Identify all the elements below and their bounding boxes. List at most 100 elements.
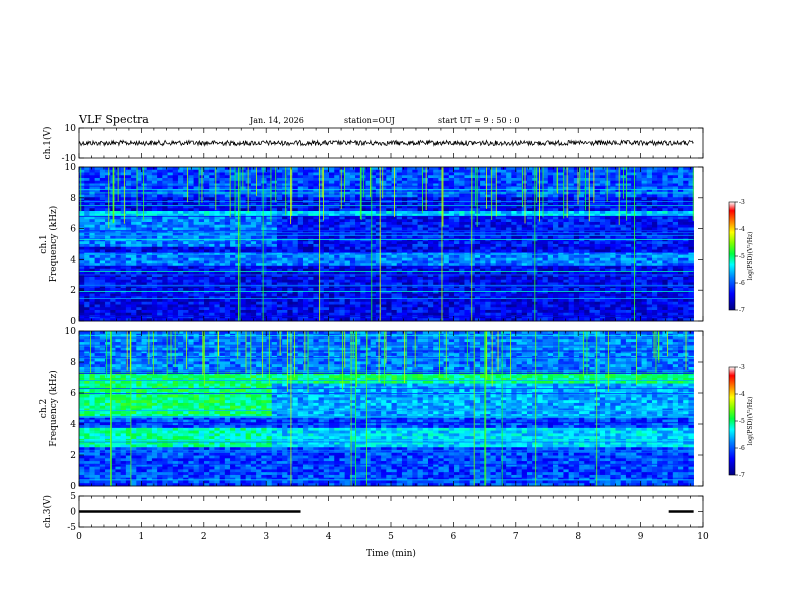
spec1-cell [172, 180, 179, 184]
spec1-cell [99, 172, 106, 176]
spec1-cell [407, 255, 413, 259]
spec1-cell [516, 246, 523, 250]
spec1-cell [365, 266, 371, 270]
spec1-cell [521, 263, 528, 267]
spec1-cell [454, 274, 460, 278]
spec1-cell [183, 216, 189, 220]
spec1-cell [105, 271, 111, 275]
spec1-cell [105, 178, 111, 182]
spec1-cell [469, 172, 476, 176]
spec1-cell [329, 268, 335, 272]
spec1-cell [459, 227, 465, 231]
spec1-cell [235, 244, 241, 248]
spec1-cell [256, 252, 262, 256]
spec1-cell [448, 216, 455, 220]
spec1-cell [151, 235, 158, 239]
spec1-cell [605, 178, 611, 182]
spec1-cell [349, 202, 356, 206]
spec1-cell [105, 260, 111, 264]
spec1-cell [355, 213, 361, 217]
spec1-cell [261, 172, 267, 176]
spec1-cell [365, 230, 371, 234]
spec1-cell [375, 274, 382, 278]
spec1-cell [511, 263, 517, 267]
spec1-cell [526, 263, 533, 267]
spec1-cell [474, 277, 481, 281]
spec1-cell [146, 246, 153, 250]
spec1-cell [250, 172, 257, 176]
spec1-cell [599, 249, 606, 253]
spec1-cell [125, 266, 132, 270]
spec1-cell [443, 222, 450, 226]
spec1-cell [344, 257, 351, 261]
spec1-cell [151, 271, 158, 275]
spec1-cell [183, 260, 189, 264]
spec1-cell [266, 194, 273, 198]
spec1-cell [141, 271, 148, 275]
spec1-cell [667, 238, 674, 242]
spec1-cell [282, 222, 288, 226]
spec1-cell [282, 255, 288, 259]
spec1-cell [282, 260, 288, 264]
spec1-cell [334, 268, 340, 272]
spec1-cell [370, 172, 377, 176]
spec1-cell [141, 244, 148, 248]
spec1-cell [391, 268, 398, 272]
spec1-cell [214, 227, 220, 231]
spec1-cell [313, 197, 319, 201]
spec1-cell [120, 208, 127, 212]
spec1-cell [177, 271, 184, 275]
spec1-cell [625, 227, 632, 231]
spec1-cell [433, 224, 439, 228]
spec1-cell [672, 241, 679, 245]
spec1-cell [474, 271, 481, 275]
spec1-cell [162, 175, 168, 179]
spec1-cell [553, 235, 559, 239]
spec1-cell [594, 178, 601, 182]
spec1-cell [485, 219, 491, 223]
spec1-cell [115, 208, 121, 212]
spec1-cell [204, 178, 210, 182]
spec1-cell [188, 263, 194, 267]
spec1-cell [474, 169, 481, 173]
spec1-cell [313, 274, 319, 278]
spec1-cell [105, 274, 111, 278]
spec1-cell [287, 224, 293, 228]
spec1-cell [438, 183, 444, 187]
spec1-cell [558, 235, 564, 239]
spec1-cell [344, 167, 351, 171]
spec1-cell [188, 271, 194, 275]
spec1-cell [308, 249, 314, 253]
spec1-cell [329, 230, 335, 234]
spec1-cell [230, 279, 236, 283]
spec1-cell [157, 172, 163, 176]
spec1-cell [224, 233, 231, 237]
spec1-cell [94, 241, 101, 245]
spec1-cell [318, 244, 325, 248]
spec1-cell [245, 224, 252, 228]
spec1-cell [276, 227, 283, 231]
spec1-cell [688, 169, 694, 173]
spec1-cell [323, 175, 330, 179]
spec1-cell [396, 211, 403, 215]
spec1-cell [433, 194, 439, 198]
spec1-cell [464, 222, 470, 226]
spec1-cell [282, 244, 288, 248]
spec1-cell [115, 249, 121, 253]
spec1-cell [146, 205, 153, 209]
spec1-cell [355, 249, 361, 253]
spec1-cell [266, 227, 273, 231]
spec1-cell [412, 180, 418, 184]
spec1-cell [433, 180, 439, 184]
spec1-cell [396, 260, 403, 264]
spec1-cell [417, 271, 424, 275]
spec1-cell [651, 230, 658, 234]
spec1-cell [271, 202, 278, 206]
spec1-cell [605, 266, 611, 270]
spec1-cell [631, 233, 637, 237]
spec1-cell [667, 246, 674, 250]
spec1-cell [579, 233, 585, 237]
spec1-cell [615, 255, 622, 259]
spec1-cell [683, 235, 689, 239]
spec1-cell [636, 194, 642, 198]
